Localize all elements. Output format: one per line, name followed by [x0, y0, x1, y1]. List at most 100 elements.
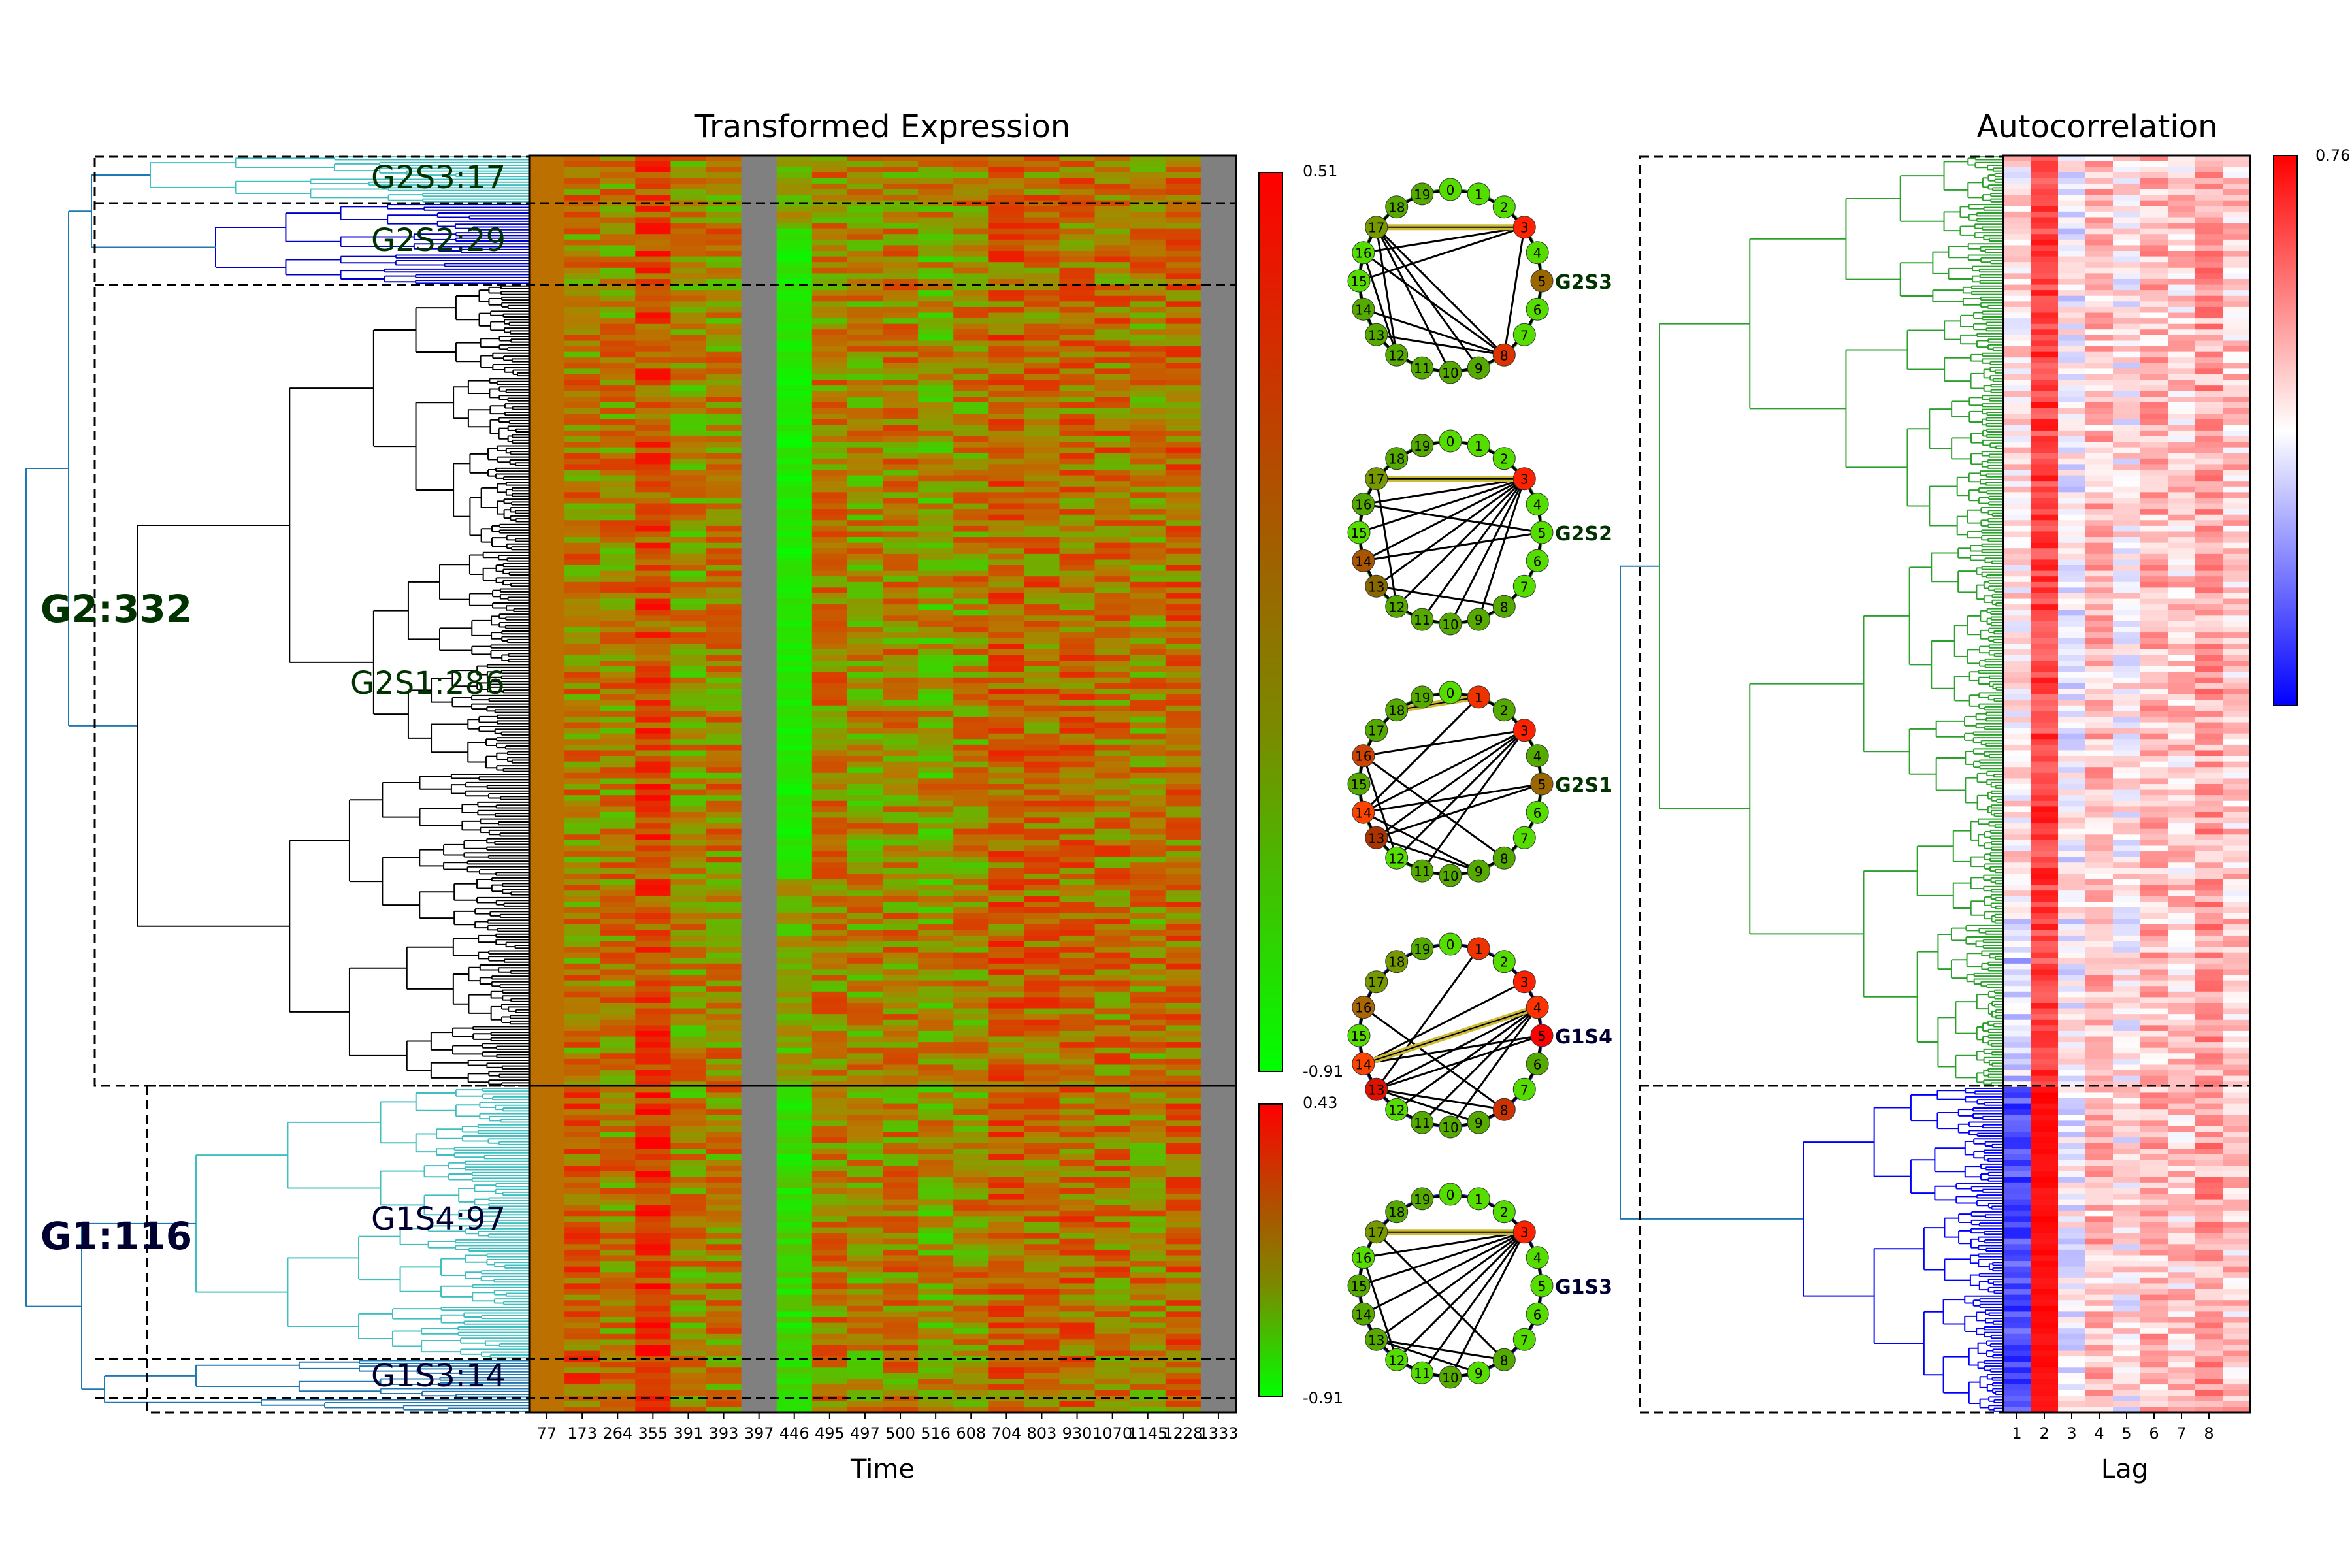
heat-cell [670, 980, 707, 987]
heat-cell [564, 761, 600, 768]
heat-cell [883, 346, 919, 353]
heat-cell [529, 458, 565, 465]
heat-cell [1094, 374, 1131, 381]
heat-cell [776, 414, 813, 420]
heat-cell [918, 312, 954, 319]
heat-cell [1165, 323, 1201, 330]
heat-cell [670, 430, 707, 437]
heat-cell [776, 335, 813, 342]
heat-cell [564, 868, 600, 875]
heat-cell [1094, 492, 1131, 498]
heat-cell [847, 661, 883, 667]
heat-cell [1094, 525, 1131, 532]
heat-cell [529, 935, 565, 942]
heat-cell [883, 700, 919, 706]
heat-cell [635, 868, 671, 875]
heat-cell [1059, 862, 1096, 869]
heat-cell [776, 548, 813, 555]
heat-cell [600, 509, 636, 515]
heat-cell [600, 902, 636, 908]
heat-cell [953, 278, 989, 286]
heat-cell [776, 705, 813, 711]
heat-cell [811, 475, 848, 482]
heat-cell [1200, 1008, 1237, 1015]
heat-cell [1059, 559, 1096, 566]
heat-cell [811, 756, 848, 762]
heat-cell [883, 161, 919, 167]
heat-cell [1024, 947, 1060, 953]
heat-cell [635, 991, 671, 998]
heat-cell [670, 402, 707, 409]
heat-cell [1165, 862, 1201, 869]
heat-cell [635, 1126, 671, 1133]
heat-cell [988, 997, 1024, 1004]
heat-cell [883, 1019, 919, 1026]
heat-cell [706, 952, 742, 958]
heat-cell [1024, 795, 1060, 802]
heat-cell [670, 963, 707, 970]
heat-cell [811, 470, 848, 476]
heat-cell [811, 183, 848, 190]
heat-cell [1059, 975, 1096, 981]
heat-cell [529, 402, 565, 409]
heat-cell [883, 868, 919, 875]
heat-cell [847, 245, 883, 252]
heat-cell [670, 436, 707, 442]
heat-cell [564, 301, 600, 308]
heat-cell [776, 363, 813, 369]
heat-cell [776, 683, 813, 689]
heat-cell [1200, 155, 1237, 162]
heat-cell [741, 610, 777, 616]
heat-cell [706, 828, 742, 835]
heat-cell [1059, 525, 1096, 532]
heat-cell [1130, 666, 1166, 672]
heat-cell [1094, 924, 1131, 930]
heat-cell [600, 761, 636, 768]
heat-cell [918, 930, 954, 936]
heat-cell [1059, 234, 1096, 240]
heat-cell [811, 155, 848, 162]
heat-cell [811, 1086, 848, 1094]
heat-cell [1130, 1154, 1166, 1161]
heat-cell [988, 902, 1024, 908]
heat-cell [1165, 211, 1201, 218]
heat-cell [776, 318, 813, 325]
heat-cell [953, 598, 989, 605]
heat-cell [741, 700, 777, 706]
heat-cell [706, 991, 742, 998]
heat-cell [741, 1154, 777, 1161]
heat-cell [883, 885, 919, 891]
heat-cell [847, 531, 883, 538]
heat-cell [883, 402, 919, 409]
heat-cell [1130, 604, 1166, 611]
heat-cell [1094, 1103, 1131, 1110]
heat-cell [953, 778, 989, 785]
heat-cell [953, 806, 989, 813]
heat-cell [776, 1132, 813, 1138]
heat-cell [1059, 509, 1096, 515]
heat-cell [1094, 644, 1131, 650]
heat-cell [635, 1149, 671, 1155]
heat-cell [847, 497, 883, 504]
heat-cell [1024, 195, 1060, 201]
heat-cell [1059, 1053, 1096, 1060]
heat-cell [988, 172, 1024, 178]
heat-cell [529, 1154, 565, 1161]
heat-cell [811, 711, 848, 717]
heat-cell [529, 391, 565, 397]
heat-cell [600, 772, 636, 779]
heat-cell [776, 368, 813, 375]
heat-cell [776, 464, 813, 470]
heat-cell [564, 655, 600, 661]
heat-cell [953, 453, 989, 459]
heat-cell [918, 1166, 954, 1172]
heat-cell [918, 935, 954, 942]
heat-cell [811, 295, 848, 302]
heat-cell [1130, 700, 1166, 706]
heat-cell [1165, 655, 1201, 661]
heat-cell [1200, 1137, 1237, 1144]
heat-cell [1200, 840, 1237, 847]
heat-cell [776, 1109, 813, 1116]
heat-cell [600, 913, 636, 919]
